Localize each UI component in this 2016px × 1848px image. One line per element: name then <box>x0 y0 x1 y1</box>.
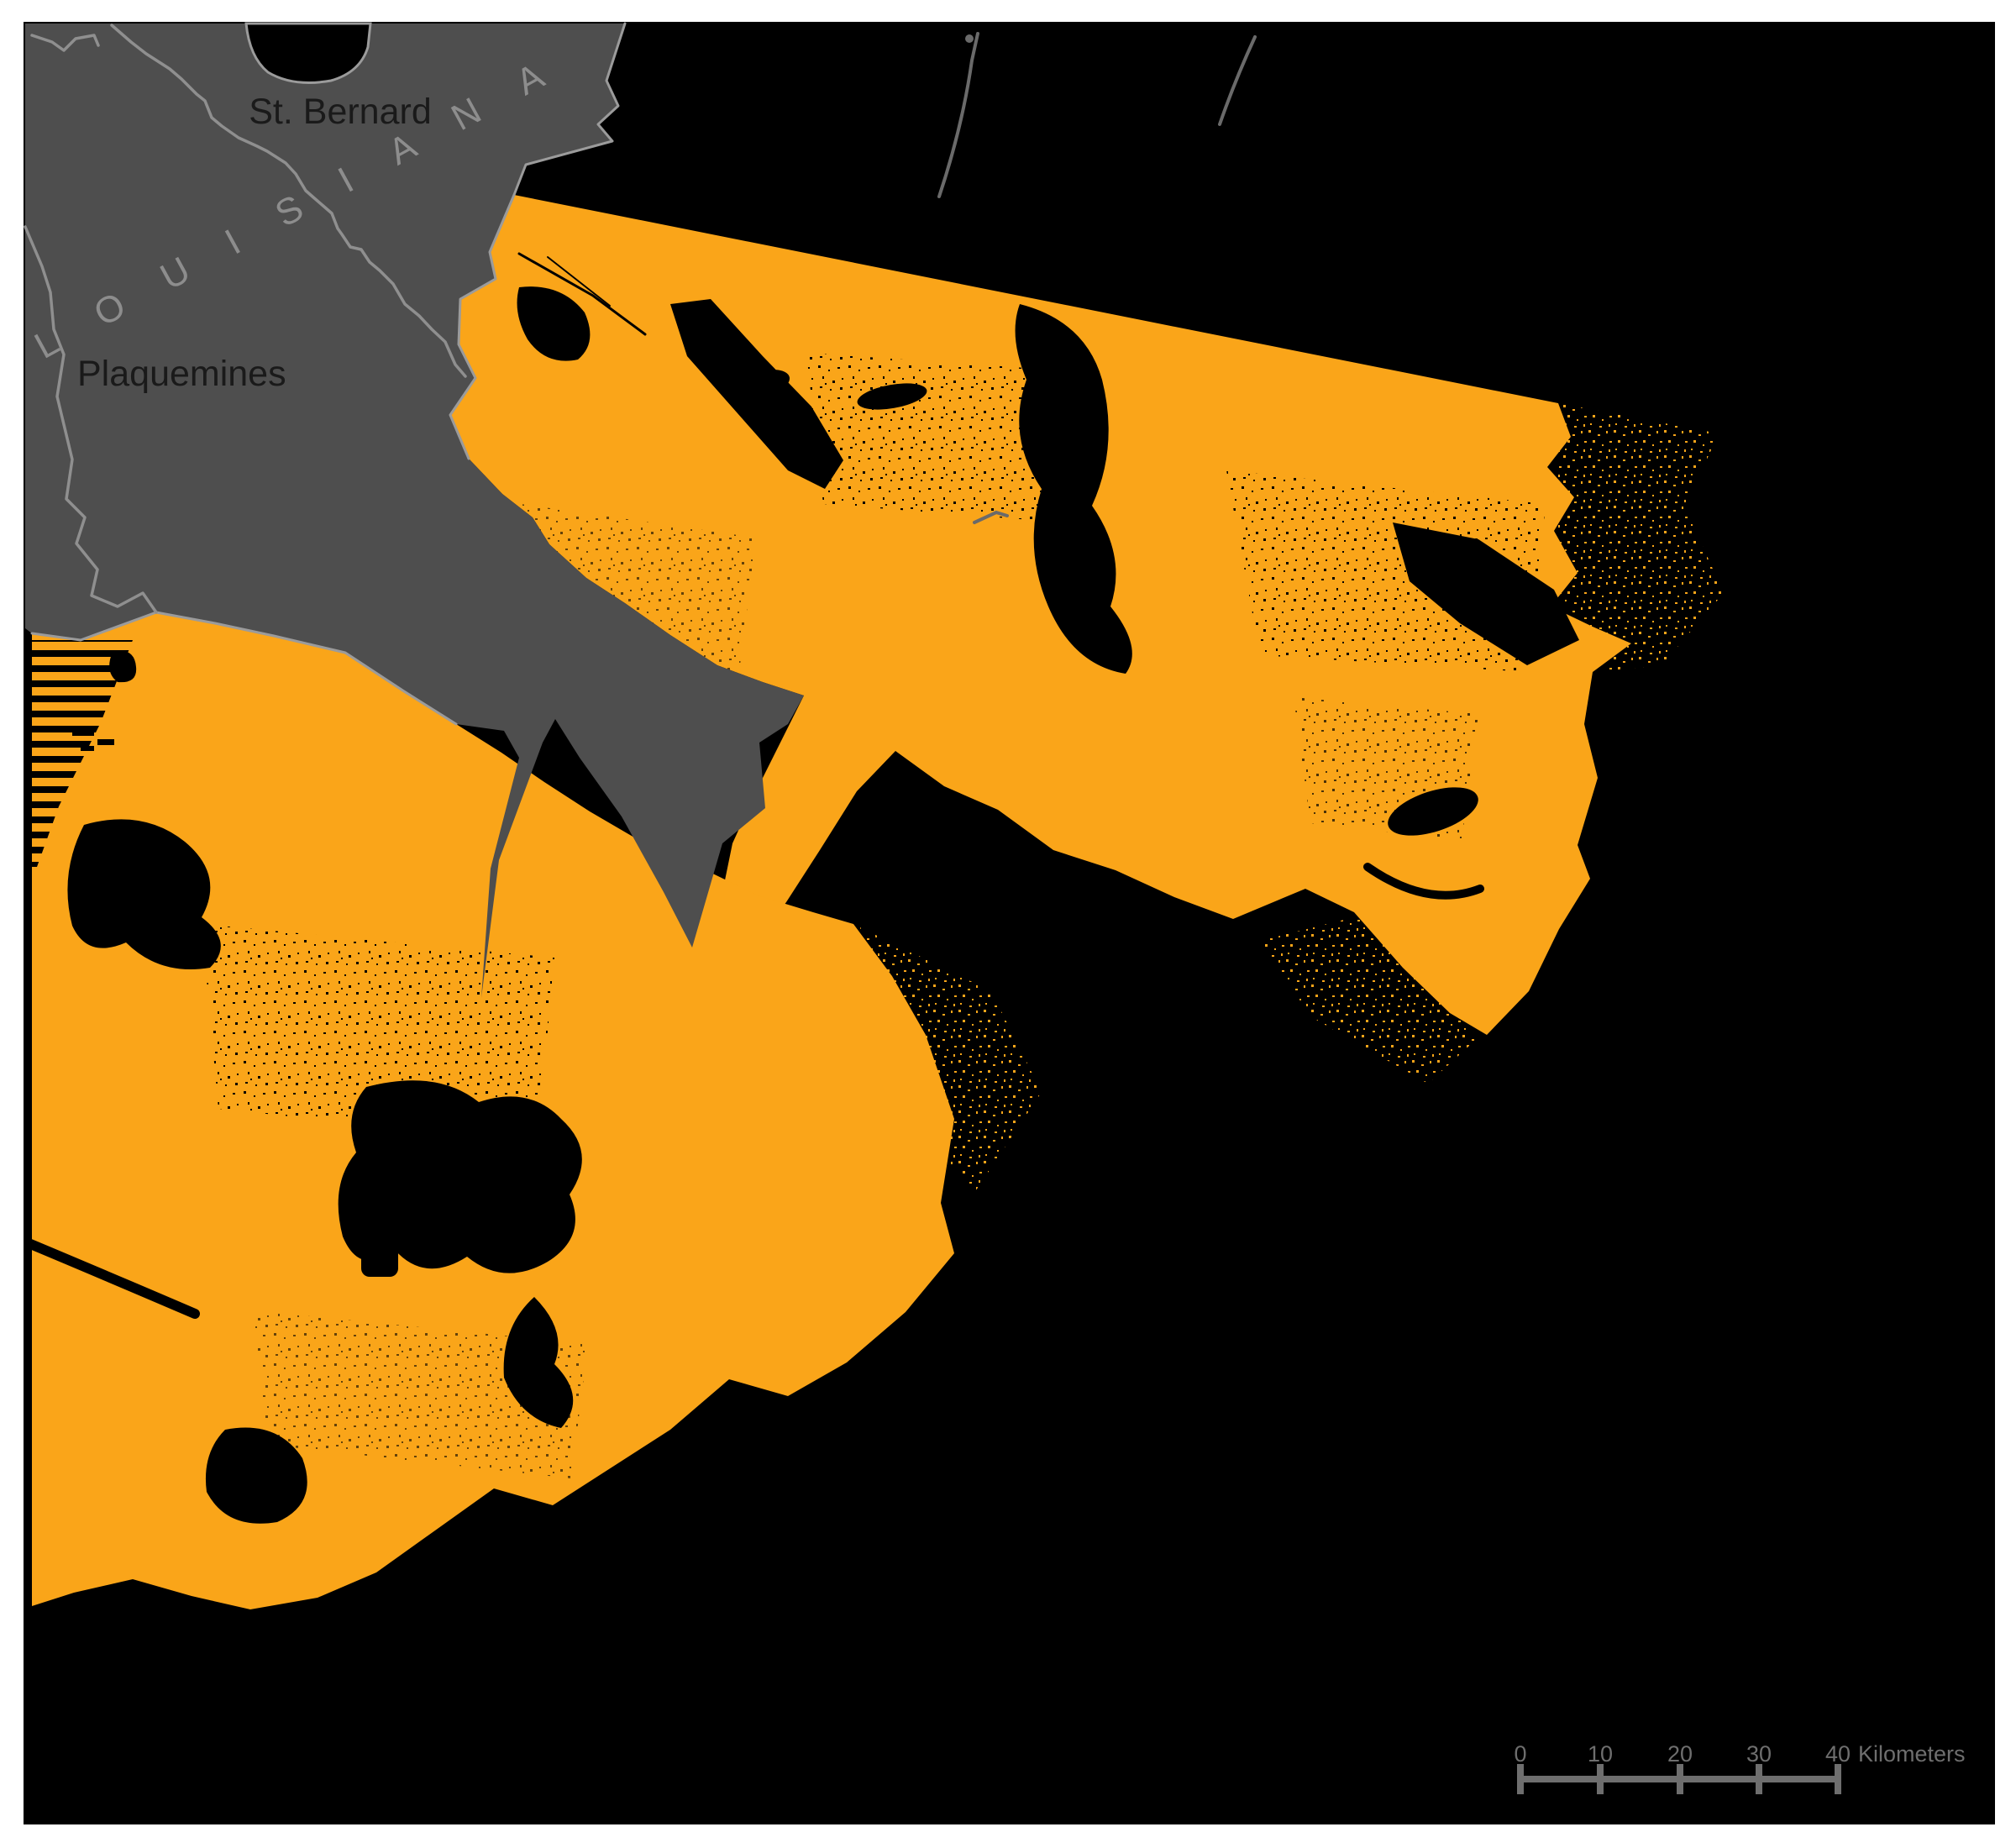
scale-tick-30: 30 <box>1746 1741 1772 1767</box>
scale-tick-20: 20 <box>1667 1741 1693 1767</box>
barrier-island-arcs <box>937 32 1257 524</box>
lake-water-body <box>244 22 372 84</box>
parish-boundary-lines <box>24 24 467 614</box>
scale-unit-label: Kilometers <box>1858 1741 1966 1767</box>
scale-bar: 0 10 20 30 40 Kilometers <box>1514 1741 1966 1794</box>
raster-speckle <box>32 353 1724 1478</box>
parish-label-plaquemines: Plaquemines <box>77 354 286 394</box>
scale-tick-10: 10 <box>1588 1741 1613 1767</box>
scale-tick-0: 0 <box>1514 1741 1526 1767</box>
scale-tick-40: 40 <box>1825 1741 1851 1767</box>
shoreline-outline <box>30 22 627 726</box>
swath-edge-hatching <box>32 640 133 867</box>
parish-label-st-bernard: St. Bernard <box>249 92 432 132</box>
land-region-louisiana <box>25 24 804 998</box>
